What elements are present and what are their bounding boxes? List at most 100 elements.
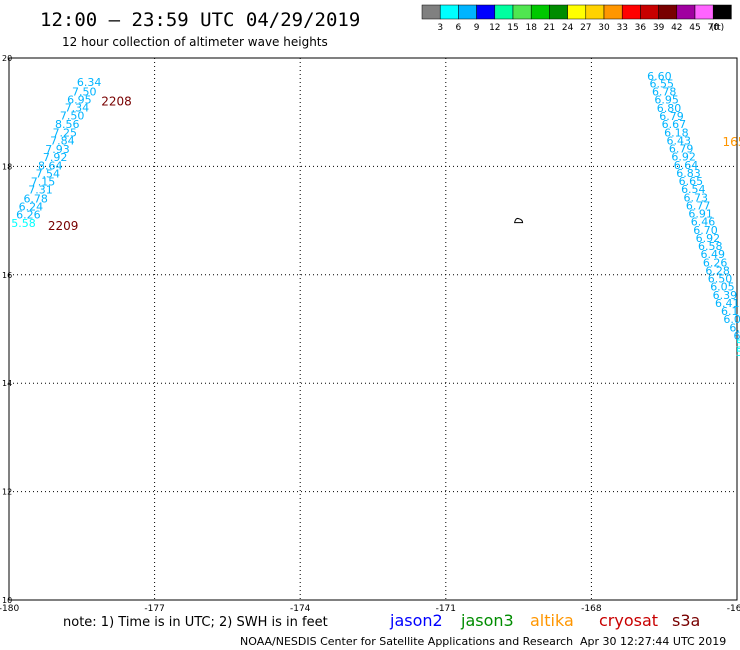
color-swatch — [567, 4, 587, 20]
color-level-label: 12 — [489, 23, 500, 33]
color-swatch — [421, 4, 441, 20]
wave-height-value: 6.55 — [650, 77, 675, 90]
color-swatch — [458, 4, 477, 20]
wave-height-value: 6.95 — [654, 94, 679, 107]
color-level-label: 70 — [707, 23, 719, 33]
x-tick-label: -177 — [144, 604, 164, 614]
wave-height-value: 6.64 — [674, 159, 699, 172]
wave-height-value: 6.65 — [679, 175, 704, 188]
island-outline — [513, 217, 524, 224]
y-tick-label: 18 — [2, 162, 12, 171]
wave-height-value: 6.77 — [686, 199, 711, 212]
color-swatch — [476, 4, 496, 20]
wave-height-value: 6.60 — [647, 70, 672, 83]
color-swatch — [712, 4, 732, 20]
wave-height-value: 6.18 — [664, 126, 689, 139]
color-level-label: 42 — [671, 23, 682, 33]
color-swatch — [530, 4, 550, 20]
y-tick-label: 12 — [2, 488, 12, 497]
time-labels: 2208 2209 1652 — [48, 94, 740, 233]
footer-note: note: 1) Time is in UTC; 2) SWH is in fe… — [63, 615, 328, 630]
wave-height-value: 5 — [736, 346, 740, 359]
color-level-label: 6 — [456, 23, 462, 33]
chart-title: 12:00 – 23:59 UTC 04/29/2019 — [40, 9, 360, 31]
wave-height-value: 6.24 — [19, 201, 44, 214]
wave-height-value: 7.25 — [53, 126, 78, 139]
color-level-label: 18 — [525, 23, 537, 33]
wave-height-value: 6.78 — [652, 86, 677, 99]
wave-height-value: 6.92 — [696, 232, 721, 245]
satellite-name: jason3 — [460, 611, 514, 630]
wave-height-value: 6.78 — [23, 192, 48, 205]
wave-height-value: 8.56 — [55, 118, 80, 131]
y-tick-label: 14 — [2, 379, 12, 388]
plot-area: -180 -177 -174 -171 -168 -165 10 12 14 16 18 20 6.… — [0, 54, 740, 614]
y-tick-label: 20 — [2, 54, 12, 63]
x-tick-label: -180 — [0, 604, 19, 614]
time-label: 2209 — [48, 219, 79, 233]
wave-height-value: 6.05 — [710, 281, 735, 294]
wave-height-value: 7.50 — [60, 109, 85, 122]
wave-height-value: 6.73 — [683, 191, 708, 204]
wave-height-value: 6.26 — [703, 256, 728, 269]
wave-height-value: 6.43 — [667, 134, 692, 147]
grid-lines — [9, 58, 737, 600]
x-tick-label: -174 — [290, 604, 311, 614]
footer-timestamp: Apr 30 12:27:44 UTC 2019 — [580, 635, 726, 648]
plot-frame — [8, 57, 738, 601]
satellite-name: s3a — [672, 611, 700, 630]
wave-height-value: 7.50 — [72, 86, 97, 99]
x-tick-label: -171 — [436, 604, 456, 614]
color-level-label: 30 — [598, 23, 610, 33]
wave-height-value: 7.15 — [31, 176, 56, 189]
wave-height-value: 6.28 — [705, 264, 730, 277]
color-swatch — [694, 4, 714, 20]
wave-height-value: 6 — [734, 330, 740, 343]
x-tick-label: -168 — [581, 604, 602, 614]
color-level-label: 21 — [544, 23, 555, 33]
wave-height-value: 6.92 — [671, 151, 696, 164]
wave-height-value: 6.70 — [693, 224, 718, 237]
wave-height-value: 6.54 — [681, 183, 706, 196]
x-tick-label: -165 — [727, 604, 740, 614]
color-swatch — [439, 4, 459, 20]
wave-height-value: 7.93 — [45, 143, 70, 156]
wave-height-value: 6.39 — [713, 289, 738, 302]
wave-height-value: 5.58 — [11, 217, 36, 230]
wave-height-value: 7.34 — [65, 101, 90, 114]
wave-height-value: 6.58 — [698, 240, 723, 253]
footer-credit: NOAA/NESDIS Center for Satellite Applica… — [240, 635, 573, 648]
color-swatch — [640, 4, 659, 20]
x-tick-labels: -180 -177 -174 -171 -168 -165 — [0, 604, 740, 614]
wave-height-value: 6.41 — [715, 297, 740, 310]
wave-height-value: 6.46 — [691, 216, 716, 229]
satellite-legend: jason2 jason3 altika cryosat s3a — [389, 611, 700, 630]
satellite-name: cryosat — [599, 611, 658, 630]
wave-height-value: 6.50 — [708, 273, 733, 286]
color-level-label: 39 — [653, 23, 665, 33]
color-level-label: 9 — [474, 23, 480, 33]
wave-height-value: 6.80 — [657, 102, 682, 115]
wave-height-value: 6.49 — [700, 248, 725, 261]
y-tick-labels: 10 12 14 16 18 20 — [2, 54, 12, 605]
wave-height-value: 7.92 — [43, 151, 68, 164]
y-tick-label: 10 — [2, 596, 12, 605]
color-level-label: 27 — [580, 23, 591, 33]
wave-height-value: 6. — [729, 321, 740, 334]
wave-height-value: 6.79 — [659, 110, 684, 123]
wave-height-value: 6.34 — [77, 76, 102, 89]
satellite-name: altika — [530, 611, 574, 630]
wave-height-value: 6.95 — [67, 94, 92, 107]
wave-height-value: 6.67 — [662, 118, 687, 131]
wave-height-value: 6.0 — [723, 313, 740, 326]
wave-height-value: 7.54 — [36, 167, 61, 180]
wave-height-value: 6.83 — [676, 167, 701, 180]
color-level-label: 36 — [635, 23, 647, 33]
color-swatch — [621, 4, 641, 20]
color-swatch — [658, 4, 678, 20]
color-swatch — [585, 4, 605, 20]
chart-subtitle: 12 hour collection of altimeter wave hei… — [62, 35, 328, 49]
color-level-label: 15 — [507, 23, 518, 33]
color-level-label: 3 — [437, 23, 443, 33]
